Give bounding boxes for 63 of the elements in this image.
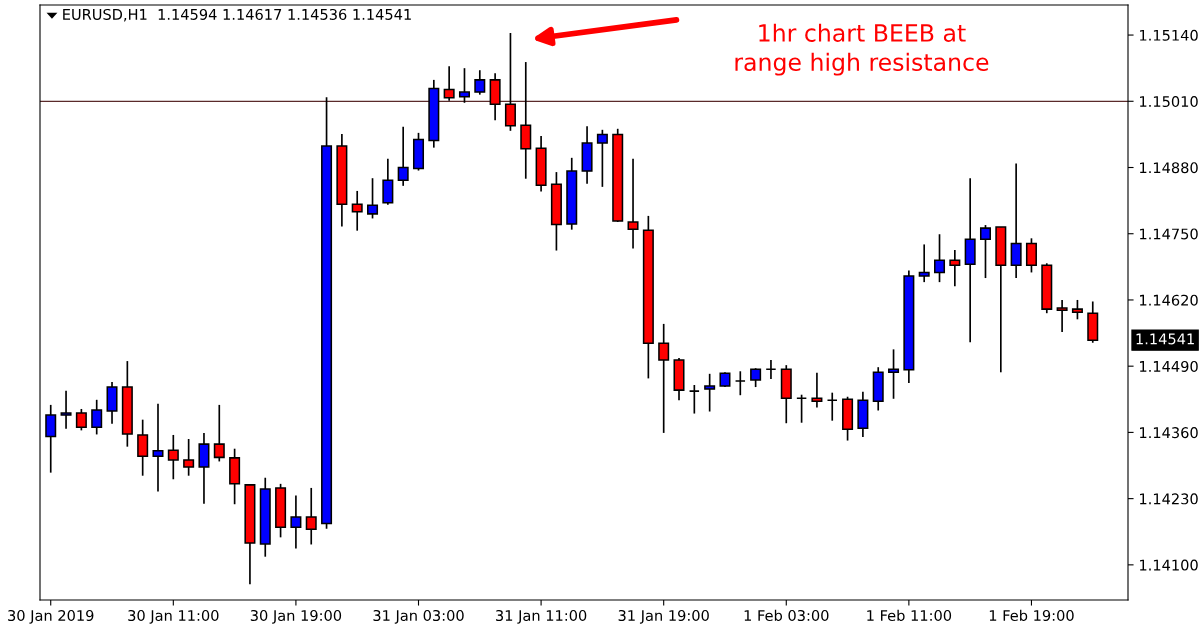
- x-tick-label: 1 Feb 03:00: [744, 609, 829, 622]
- chart-title: EURUSD,H1 1.14594 1.14617 1.14536 1.14541: [63, 8, 411, 22]
- candlestick: [106, 381, 118, 425]
- y-tick-label: 1.14880: [1140, 162, 1198, 174]
- candlestick: [458, 67, 470, 104]
- candlestick: [918, 243, 930, 283]
- candlestick: [397, 125, 409, 187]
- x-tick-label: 30 Jan 11:00: [128, 609, 219, 624]
- candlestick: [704, 372, 716, 413]
- candlestick: [45, 404, 57, 474]
- candlestick: [1056, 299, 1068, 333]
- candlestick: [627, 158, 639, 250]
- candlestick: [443, 65, 455, 102]
- candlestick: [750, 367, 762, 388]
- y-tick-label: 1.14100: [1140, 559, 1198, 571]
- candlestick: [167, 434, 179, 481]
- candlestick: [305, 487, 317, 546]
- candlestick: [688, 384, 700, 415]
- y-tick-label: 1.14490: [1140, 360, 1198, 372]
- y-tick-label: 1.14230: [1140, 493, 1198, 505]
- x-tick-label: 30 Jan 19:00: [250, 609, 342, 624]
- y-tick-label: 1.14360: [1140, 427, 1198, 439]
- candlestick: [351, 190, 363, 232]
- candlestick: [367, 177, 379, 220]
- candlestick: [1010, 162, 1022, 279]
- candlestick: [658, 323, 670, 434]
- candlestick: [137, 418, 149, 477]
- candlestick: [520, 61, 532, 180]
- y-tick-label: 1.15140: [1140, 29, 1198, 41]
- candlestick: [596, 128, 608, 188]
- candlestick: [75, 408, 87, 432]
- candlestick: [934, 233, 946, 283]
- candlestick: [1025, 237, 1037, 274]
- candlestick: [152, 403, 164, 493]
- candlestick: [213, 404, 225, 463]
- candlestick: [60, 389, 72, 430]
- candlestick: [474, 69, 486, 96]
- x-tick-label: 31 Jan 11:00: [496, 609, 587, 624]
- candlestick: [765, 359, 777, 380]
- text: 1.14541: [1136, 333, 1194, 345]
- candlestick: [888, 348, 900, 400]
- candlestick: [734, 370, 746, 397]
- x-tick-label: 31 Jan 03:00: [373, 609, 464, 624]
- candlestick: [198, 432, 210, 505]
- x-tick-label: 31 Jan 19:00: [618, 609, 709, 624]
- candlestick: [1071, 299, 1083, 321]
- x-tick-label: 1 Feb 11:00: [867, 609, 952, 622]
- candlestick: [504, 32, 516, 132]
- y-tick-label: 1.14750: [1140, 228, 1198, 240]
- annotation: 1hr chart BEEB at range high resistance: [735, 23, 989, 76]
- candlestick: [382, 158, 394, 206]
- candlestick: [979, 224, 992, 279]
- candlestick: [949, 249, 961, 288]
- candlestick: [811, 371, 823, 409]
- y-tick-label: 1.14620: [1140, 294, 1198, 306]
- candlestick: [183, 438, 195, 477]
- y-tick-label: 1.15010: [1140, 96, 1198, 108]
- x-tick-label: 1 Feb 19:00: [989, 609, 1074, 622]
- candlestick: [91, 398, 103, 436]
- x-tick-label: 30 Jan 2019: [8, 609, 94, 624]
- candlestick: [826, 391, 838, 422]
- candlestick: [796, 393, 808, 424]
- candlestick: [290, 494, 302, 550]
